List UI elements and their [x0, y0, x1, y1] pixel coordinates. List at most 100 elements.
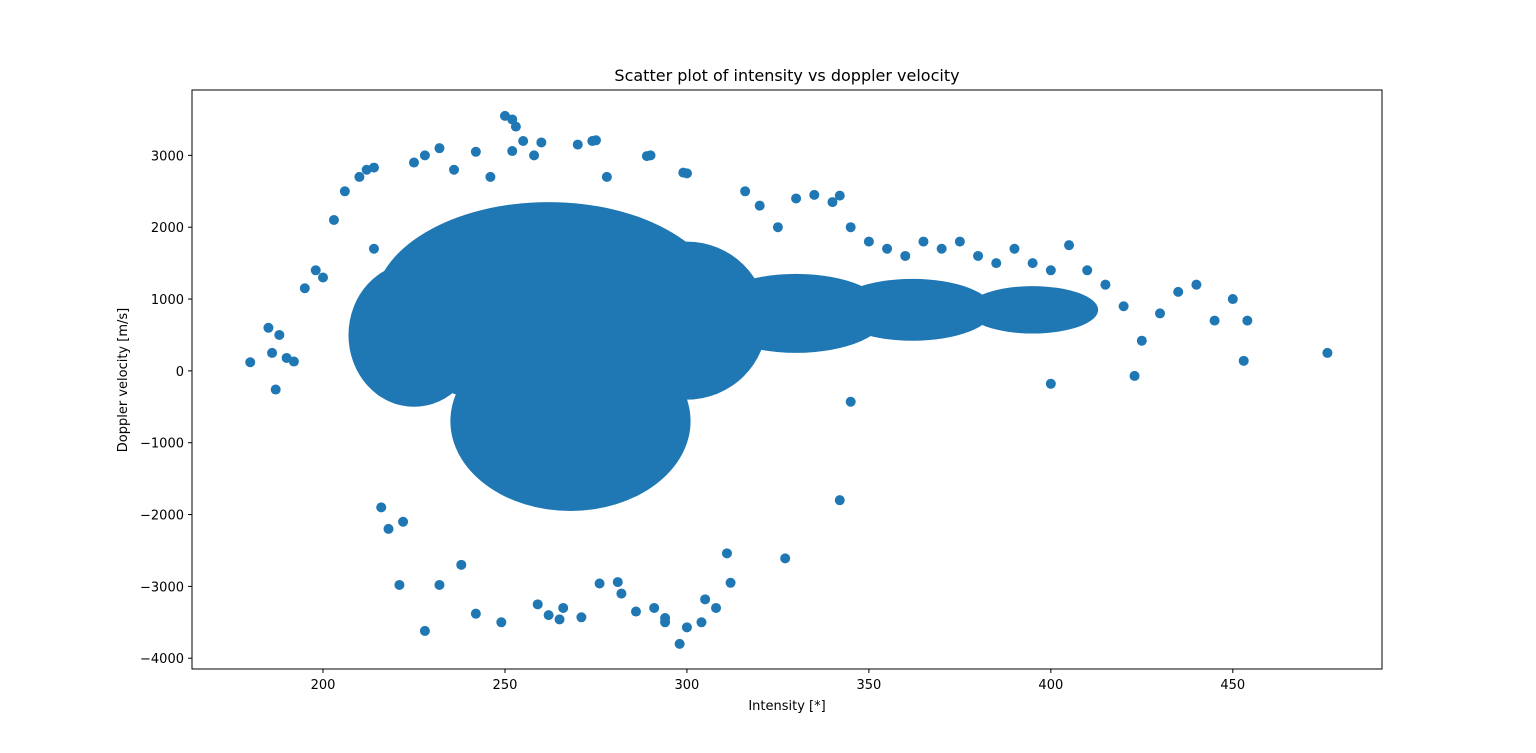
scatter-point: [368, 162, 379, 173]
y-tick-label: −1000: [140, 437, 184, 452]
scatter-point: [973, 250, 984, 261]
scatter-point: [1155, 308, 1166, 319]
scatter-point: [772, 222, 783, 233]
scatter-point: [328, 215, 339, 226]
scatter-point: [954, 236, 965, 247]
scatter-point: [470, 608, 481, 619]
x-tick-label: 200: [311, 678, 336, 693]
scatter-point: [1191, 279, 1202, 290]
scatter-point: [529, 150, 540, 161]
scatter-point: [310, 265, 321, 276]
scatter-point: [991, 258, 1002, 269]
scatter-point: [700, 594, 711, 605]
scatter-point: [274, 329, 285, 340]
y-axis: −4000 −3000 −2000 −1000 0 1000 2000 3000: [140, 149, 192, 667]
scatter-point: [791, 193, 802, 204]
y-tick-label: 1000: [151, 293, 184, 308]
scatter-point: [288, 356, 299, 367]
scatter-point: [376, 502, 387, 513]
scatter-point: [936, 243, 947, 254]
scatter-point: [863, 236, 874, 247]
scatter-point: [510, 121, 521, 132]
y-axis-label: Doppler velocity [m/s]: [116, 308, 131, 452]
scatter-point: [398, 516, 409, 527]
scatter-point: [408, 157, 419, 168]
y-tick-label: 0: [176, 365, 184, 380]
scatter-point: [834, 495, 845, 506]
scatter-point: [543, 610, 554, 621]
scatter-point: [434, 579, 445, 590]
scatter-point: [339, 186, 350, 197]
scatter-point: [456, 559, 467, 570]
scatter-point: [641, 151, 652, 162]
scatter-point: [394, 579, 405, 590]
scatter-point: [1173, 286, 1184, 297]
x-tick-label: 400: [1038, 678, 1063, 693]
scatter-point: [1064, 240, 1075, 251]
scatter-point: [449, 164, 460, 175]
scatter-point: [1322, 347, 1333, 358]
scatter-point: [576, 612, 587, 623]
x-tick-label: 300: [675, 678, 700, 693]
scatter-point: [809, 189, 820, 200]
scatter-point: [711, 602, 722, 613]
scatter-point: [354, 171, 365, 182]
scatter-point: [470, 146, 481, 157]
scatter-point: [630, 606, 641, 617]
x-axis-label: Intensity [*]: [748, 699, 825, 714]
x-tick-label: 250: [493, 678, 518, 693]
scatter-point: [1118, 301, 1129, 312]
plot-area-frame: [191, 89, 1383, 670]
chart-title: Scatter plot of intensity vs doppler vel…: [614, 66, 959, 85]
scatter-point: [518, 136, 529, 147]
x-tick-label: 450: [1220, 678, 1245, 693]
scatter-point: [1209, 315, 1220, 326]
scatter-point: [660, 612, 671, 623]
scatter-point: [368, 243, 379, 254]
cloud-tail-mid: [832, 278, 993, 341]
scatter-point: [1129, 370, 1140, 381]
scatter-point: [270, 384, 281, 395]
scatter-point: [1027, 258, 1038, 269]
cloud-tail-far: [967, 286, 1099, 334]
scatter-point: [554, 614, 565, 625]
scatter-point: [834, 190, 845, 201]
scatter-point: [507, 146, 518, 157]
scatter-point: [383, 523, 394, 534]
scatter-point: [1242, 315, 1253, 326]
data-points: [245, 110, 1333, 649]
scatter-point: [780, 553, 791, 564]
scatter-point: [845, 222, 856, 233]
y-tick-label: 3000: [151, 149, 184, 164]
scatter-point: [532, 599, 543, 610]
scatter-point: [1009, 243, 1020, 254]
scatter-point: [590, 135, 601, 146]
cloud-left-wing: [348, 263, 480, 407]
scatter-point: [536, 137, 547, 148]
dense-point-cloud: [348, 202, 1099, 511]
y-tick-label: −2000: [140, 509, 184, 524]
scatter-point: [1100, 279, 1111, 290]
scatter-point: [1045, 378, 1056, 389]
scatter-point: [496, 617, 507, 628]
scatter-point: [740, 186, 751, 197]
cloud-middle: [606, 241, 767, 400]
scatter-point: [263, 322, 274, 333]
scatter-point: [725, 577, 736, 588]
scatter-point: [1227, 294, 1238, 305]
y-tick-label: 2000: [151, 221, 184, 236]
scatter-point: [1136, 335, 1147, 346]
x-axis: 200 250 300 350 400 450: [311, 669, 1245, 693]
scatter-point: [558, 602, 569, 613]
scatter-point: [299, 283, 310, 294]
scatter-point: [616, 588, 627, 599]
scatter-point: [1082, 265, 1093, 276]
scatter-point: [1238, 355, 1249, 366]
scatter-point: [681, 622, 692, 633]
scatter-point: [721, 548, 732, 559]
scatter-point: [649, 602, 660, 613]
scatter-point: [882, 243, 893, 254]
scatter-point: [754, 200, 765, 211]
scatter-point: [267, 347, 278, 358]
x-tick-label: 350: [856, 678, 881, 693]
